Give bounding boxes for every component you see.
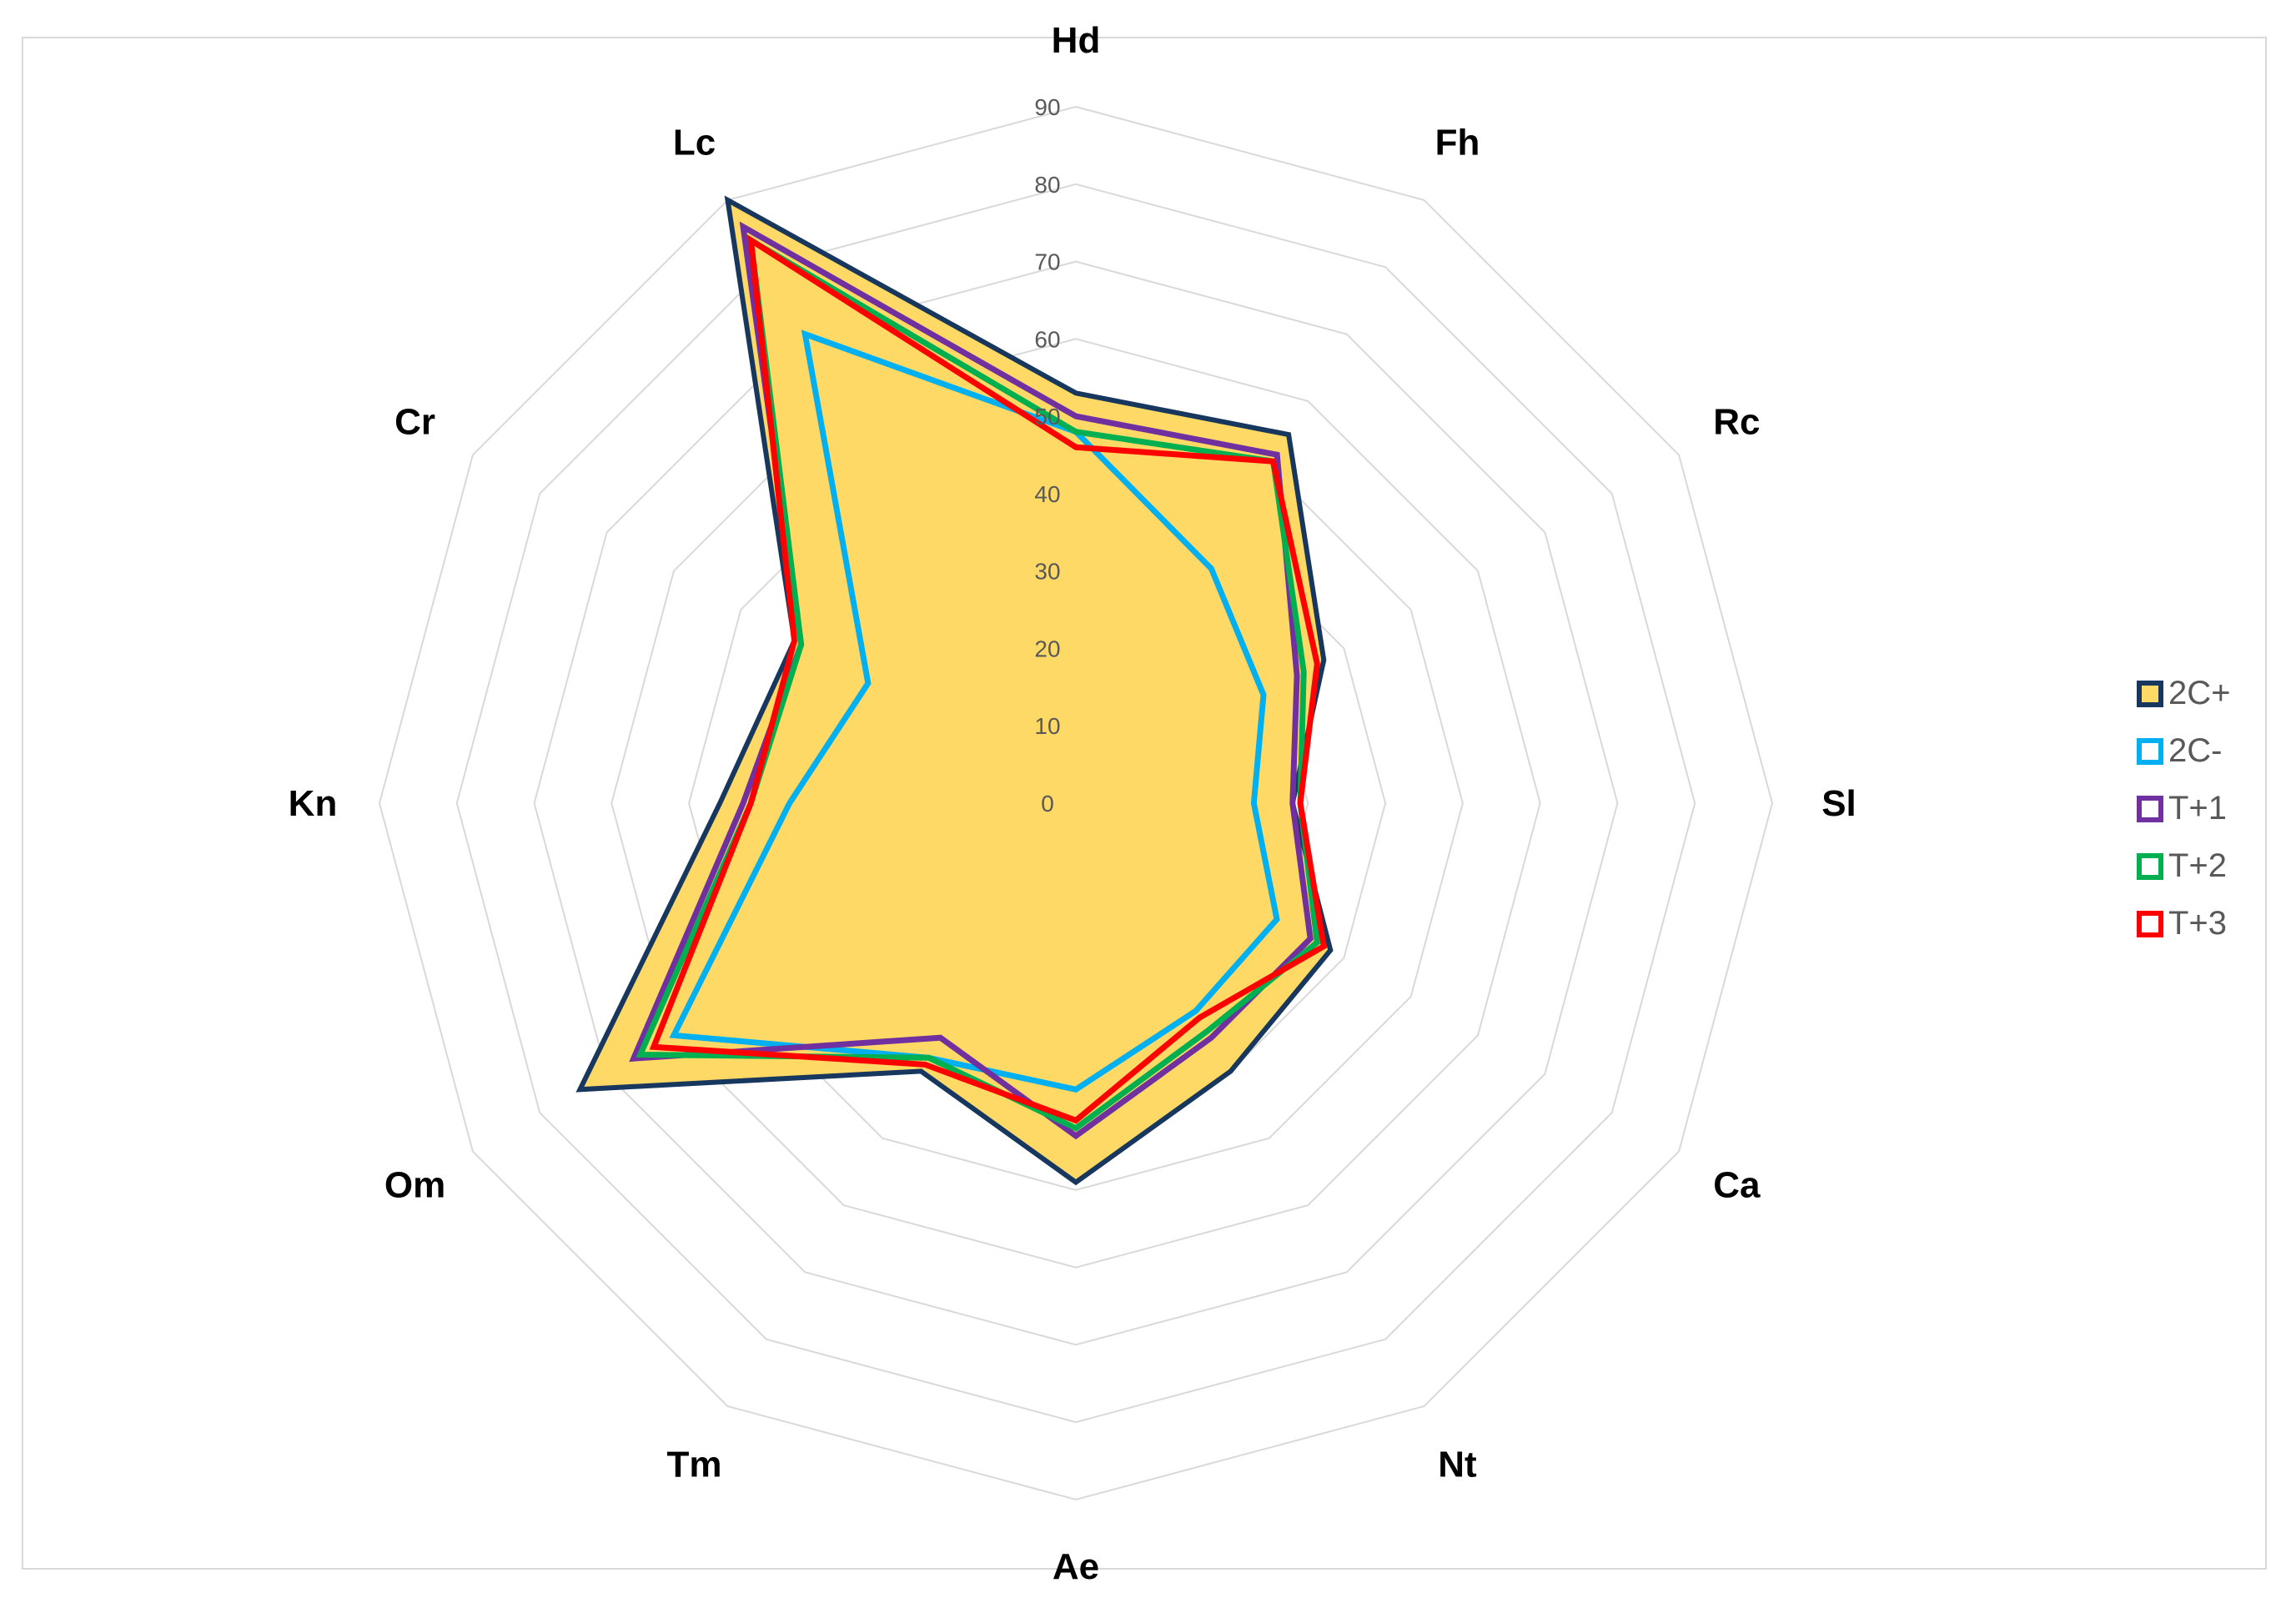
axis-label-Tm: Tm [667,1444,722,1485]
legend-swatch [2137,910,2163,937]
legend-label: 2C- [2168,732,2223,769]
axis-label-Kn: Kn [289,783,338,824]
series-2C--line [669,329,1280,1093]
legend-swatch [2137,680,2163,707]
axis-label-Nt: Nt [1438,1444,1477,1485]
radial-tick-labels: 0 10 20 30 40 50 60 70 80 90 [1034,94,1060,817]
legend-item: T+2 [2137,837,2231,895]
axis-label-Hd: Hd [1052,20,1101,61]
grid-ring [533,260,1619,1346]
axis-label-Ca: Ca [1713,1165,1761,1206]
grid-ring [688,415,1464,1191]
tick-label: 50 [1034,404,1060,430]
legend-item: T+1 [2137,780,2231,837]
tick-label: 20 [1034,636,1060,661]
legend-swatch [2137,852,2163,880]
legend-item: 2C- [2137,722,2231,780]
legend-item: T+3 [2137,895,2231,952]
legend-swatch [2137,737,2163,765]
legend-item: 2C+ [2137,665,2231,722]
tick-label: 0 [1041,791,1054,817]
axis-label-Ae: Ae [1053,1546,1099,1587]
axis-label-Cr: Cr [394,402,435,443]
radar-series [575,195,1334,1186]
tick-label: 10 [1034,713,1060,739]
series-T+3-line [649,234,1328,1124]
legend-label: 2C+ [2168,675,2231,711]
axis-label-Rc: Rc [1713,402,1760,443]
axis-label-Fh: Fh [1435,123,1480,163]
legend: 2C+ 2C- T+1 T+2 T+3 [2137,665,2231,952]
legend-label: T+2 [2168,847,2228,884]
axis-label-Sl: Sl [1821,783,1856,824]
tick-label: 60 [1034,326,1060,352]
series-T+2-line [636,234,1321,1132]
axis-labels: Hd Fh Rc Sl Ca Nt Ae Tm Om Kn Cr Lc [289,20,1856,1587]
legend-label: T+1 [2168,790,2228,827]
grid-ring [378,105,1774,1501]
tick-label: 70 [1034,249,1060,275]
axis-label-Om: Om [384,1165,445,1206]
legend-label: T+3 [2168,905,2228,942]
tick-label: 90 [1034,94,1060,120]
grid-ring [610,338,1541,1269]
tick-label: 40 [1034,481,1060,507]
tick-label: 30 [1034,559,1060,585]
grid-ring [455,183,1696,1424]
legend-swatch [2137,795,2163,822]
tick-label: 80 [1034,172,1060,198]
axis-label-Lc: Lc [673,123,716,163]
